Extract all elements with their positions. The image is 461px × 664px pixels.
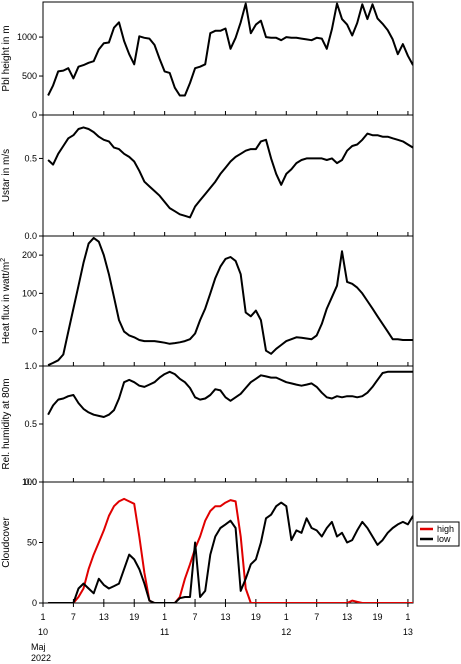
x-year-label: 2022	[31, 653, 51, 663]
x-tick-label: 1	[40, 612, 45, 622]
x-tick-label: 19	[251, 612, 261, 622]
x-day-label: 12	[281, 627, 291, 637]
legend-label-high: high	[437, 524, 454, 534]
y-tick-label: 100	[22, 288, 37, 298]
y-tick-label: 0	[32, 327, 37, 337]
y-axis-label: Pbl height in m	[1, 25, 12, 91]
y-tick-label: 500	[22, 71, 37, 81]
y-tick-label: 0.0	[24, 231, 37, 241]
y-tick-label: 0	[32, 110, 37, 120]
panel-frame	[42, 365, 414, 483]
y-tick-label: 0.5	[24, 153, 37, 163]
series-line-1-1	[47, 2, 413, 97]
x-tick-label: 13	[99, 612, 109, 622]
y-tick-label: 0.0	[24, 477, 37, 487]
x-tick-label: 1	[162, 612, 167, 622]
panel-frame	[42, 235, 414, 367]
series-line-high	[48, 497, 413, 603]
series-line-2-1	[47, 126, 413, 219]
chart-panel-5: 0 50 100 Cloudcover	[1, 477, 414, 608]
x-tick-label: 19	[373, 612, 383, 622]
series-line-low	[48, 501, 413, 603]
x-tick-label: 19	[129, 612, 139, 622]
y-tick-label: 1.0	[24, 361, 37, 371]
chart-panel-2: 0.0 0.5 Ustar in m/s	[1, 114, 414, 241]
series-line-3-1	[47, 236, 413, 366]
x-tick-label: 1	[405, 612, 410, 622]
y-axis-label: Heat flux in watt/m2	[0, 258, 12, 344]
x-month-label: Maj	[31, 642, 46, 652]
y-axis-label: Ustar in m/s	[1, 149, 12, 202]
x-tick-label: 13	[342, 612, 352, 622]
chart-panel-1: 0 500 1000 Pbl height in m	[1, 1, 414, 120]
chart-panel-3: 0 100 200 Heat flux in watt/m2	[0, 235, 414, 367]
legend-label-low: low	[437, 534, 451, 544]
x-day-label: 11	[160, 627, 169, 637]
y-tick-label: 1000	[17, 32, 37, 42]
y-tick-label: 0	[32, 598, 37, 608]
panel-frame	[42, 114, 414, 237]
x-tick-label: 1	[284, 612, 289, 622]
legend-box	[416, 521, 460, 547]
x-day-label: 10	[38, 627, 48, 637]
x-tick-label: 7	[314, 612, 319, 622]
y-tick-label: 0.5	[24, 419, 37, 429]
y-axis-label: Cloudcover	[1, 517, 12, 568]
chart-panel-4: 0.0 0.5 1.0 Rel. humidity at 80m	[1, 361, 414, 487]
y-tick-label: 50	[27, 538, 37, 548]
y-tick-label: 200	[22, 250, 37, 260]
y-axis-label: Rel. humidity at 80m	[1, 378, 12, 469]
y-axis-label-superscript: 2	[0, 258, 7, 262]
x-tick-label: 13	[220, 612, 230, 622]
x-day-label: 13	[403, 627, 413, 637]
series-line-4-1	[47, 370, 413, 418]
x-tick-label: 7	[71, 612, 76, 622]
x-tick-label: 7	[193, 612, 198, 622]
y-tick-label: 100	[22, 477, 37, 487]
